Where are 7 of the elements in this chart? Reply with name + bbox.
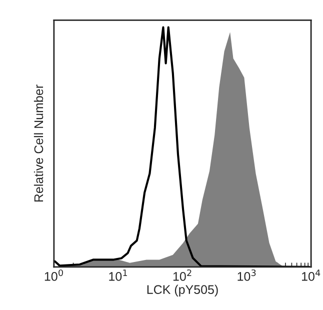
x-tick-label: 10$^{2}$ [173,269,192,281]
x-axis-title: LCK (pY505) [147,284,218,296]
x-tick-label: 10$^{0}$ [44,269,63,281]
y-axis-title: Relative Cell Number [34,84,44,202]
x-tick-label: 10$^{3}$ [238,269,256,281]
x-tick-label: 10$^{1}$ [109,270,127,281]
x-tick-label: 10$^{4}$ [302,270,320,281]
